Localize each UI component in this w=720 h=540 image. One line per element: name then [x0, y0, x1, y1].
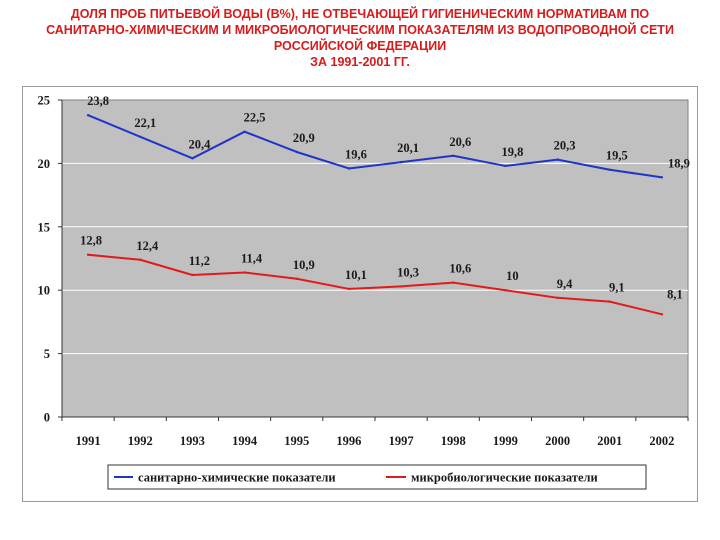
- gridlines: [62, 162, 688, 355]
- data-label: 20,1: [397, 141, 419, 155]
- data-point: [556, 296, 559, 300]
- data-point: [556, 158, 559, 161]
- x-tick-label: 1995: [284, 434, 309, 448]
- data-point: [86, 253, 90, 256]
- data-point: [347, 287, 351, 291]
- legend-label-series-1: санитарно-химические показатели: [138, 471, 336, 485]
- data-label: 11,4: [241, 251, 263, 265]
- y-tick-label: 15: [38, 220, 51, 234]
- data-point: [452, 154, 455, 157]
- data-label: 23,8: [87, 94, 109, 108]
- data-point: [295, 277, 298, 280]
- data-label: 19,6: [345, 147, 367, 161]
- data-point: [608, 168, 611, 171]
- y-tick-label: 0: [44, 411, 50, 425]
- y-tick-label: 25: [38, 94, 51, 108]
- data-label: 20,4: [188, 137, 211, 151]
- data-label: 19,8: [501, 145, 523, 159]
- plot-area: [61, 99, 689, 418]
- data-point: [399, 285, 403, 288]
- data-point: [139, 258, 142, 261]
- data-label: 10,9: [293, 258, 315, 272]
- x-tick-label: 1991: [76, 434, 101, 448]
- legend-label-series-2: микробиологические показатели: [411, 471, 598, 485]
- x-tick-label: 2002: [649, 434, 674, 448]
- data-point: [139, 135, 142, 138]
- data-point: [295, 150, 298, 154]
- data-label: 10,1: [345, 268, 367, 282]
- data-point: [608, 300, 611, 303]
- series-group: 23,8 22,1 20,4 22,5 20,9 19,6 20,1 20,6 19,8 20,3…: [80, 94, 690, 316]
- data-label: 10,6: [449, 262, 471, 276]
- chart-title-line: ДОЛЯ ПРОБ ПИТЬЕВОЙ ВОДЫ (В%), НЕ ОТВЕЧАЮ…: [70, 7, 650, 21]
- data-point: [191, 273, 194, 277]
- data-point: [504, 164, 507, 168]
- data-label: 9,4: [557, 277, 573, 291]
- data-point: [191, 157, 194, 160]
- data-point: [399, 160, 403, 164]
- series-line-1: [87, 114, 663, 179]
- data-label: 20,3: [554, 139, 576, 153]
- chart-title: ДОЛЯ ПРОБ ПИТЬЕВОЙ ВОДЫ (В%), НЕ ОТВЕЧАЮ…: [0, 6, 720, 70]
- chart-title-line: ЗА 1991-2001 ГГ.: [310, 55, 410, 69]
- legend-box: [107, 464, 647, 490]
- x-tick-label: 1992: [128, 434, 153, 448]
- data-label: 18,9: [668, 156, 690, 170]
- data-label: 12,4: [136, 239, 159, 253]
- y-tick-label: 10: [38, 284, 51, 298]
- data-point: [86, 114, 90, 117]
- chart-title-line: САНИТАРНО-ХИМИЧЕСКИМ И МИКРОБИОЛОГИЧЕСКИ…: [46, 23, 674, 37]
- data-point: [452, 281, 455, 284]
- x-tick-label: 1999: [493, 434, 518, 448]
- x-tick-label: 1997: [389, 434, 414, 448]
- data-label: 20,6: [449, 135, 471, 149]
- data-point: [660, 176, 664, 179]
- data-point: [347, 167, 351, 170]
- y-tick-label: 5: [44, 347, 50, 361]
- data-label: 9,1: [609, 281, 625, 295]
- x-tick-label: 1993: [180, 434, 205, 448]
- data-point: [243, 130, 246, 133]
- data-label: 19,5: [606, 149, 628, 163]
- x-tick-label: 2000: [545, 434, 570, 448]
- data-label: 10: [506, 269, 519, 283]
- data-label: 8,1: [667, 287, 683, 301]
- series-line-2: [87, 253, 663, 316]
- x-tick-label: 1994: [232, 434, 258, 448]
- x-tick-label: 1998: [441, 434, 466, 448]
- data-label: 10,3: [397, 265, 419, 279]
- data-label: 12,8: [80, 234, 102, 248]
- y-tick-label: 20: [38, 157, 51, 171]
- x-tick-label: 2001: [597, 434, 622, 448]
- data-label: 11,2: [189, 254, 210, 268]
- x-axis: 1991 1992 1993 1994 1995 1996 1997 1998 1999 2000…: [61, 416, 689, 448]
- legend: санитарно-химические показатели микробио…: [107, 464, 647, 490]
- data-label: 20,9: [293, 131, 315, 145]
- data-point: [504, 289, 507, 292]
- data-label: 22,5: [244, 111, 266, 125]
- data-label: 22,1: [134, 116, 156, 130]
- data-point: [243, 271, 246, 274]
- y-axis: 0 5 10 15 20 25: [38, 94, 63, 425]
- x-tick-label: 1996: [336, 434, 361, 448]
- data-point: [660, 313, 664, 316]
- chart-title-line: РОССИЙСКОЙ ФЕДЕРАЦИИ: [273, 39, 447, 53]
